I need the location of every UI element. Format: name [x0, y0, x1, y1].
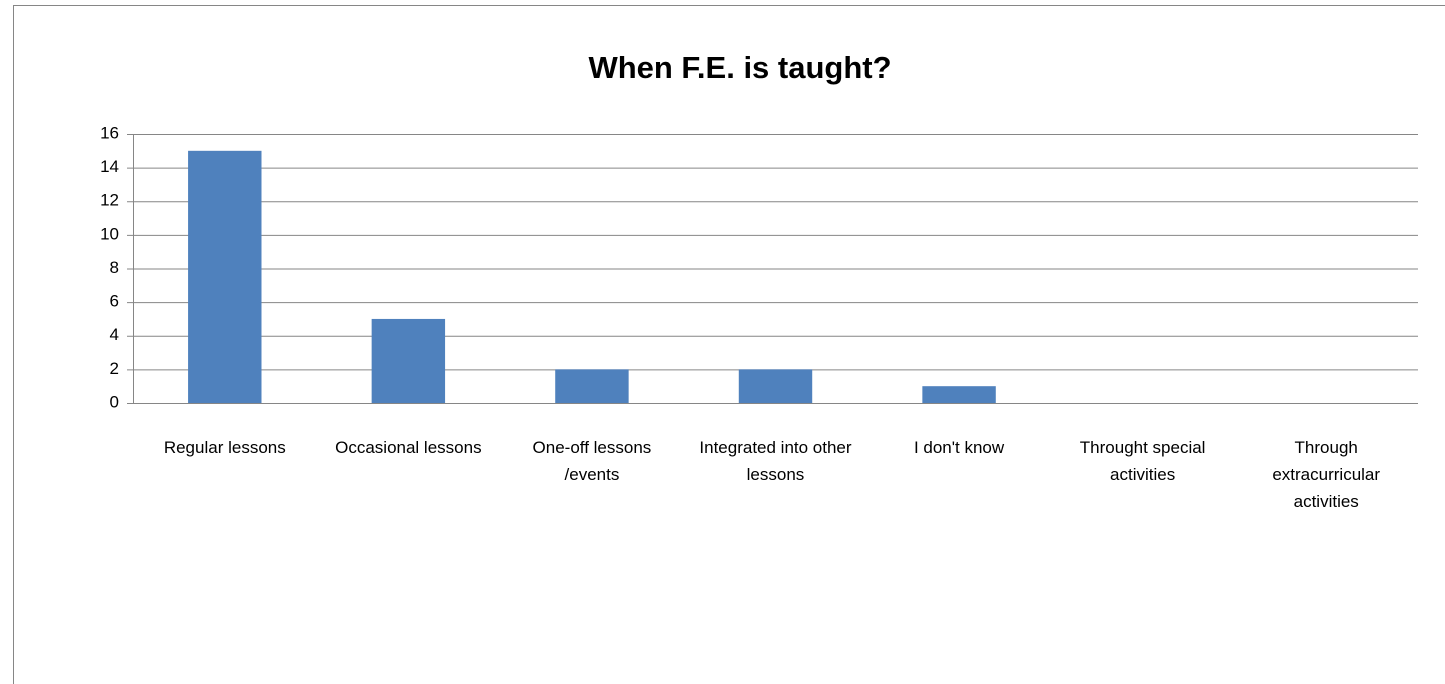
- x-tick-label-box: One-off lessons /events: [532, 438, 652, 484]
- y-tick-label: 16: [100, 123, 119, 142]
- x-tick-label: Through extracurricular activities: [1272, 438, 1381, 511]
- x-tick-label: One-off lessons /events: [532, 438, 652, 484]
- x-tick-label-box: Through extracurricular activities: [1272, 438, 1381, 511]
- x-tick-label-box: Throught special activities: [1079, 438, 1206, 484]
- x-tick-label-box: Integrated into other lessons: [699, 438, 852, 484]
- x-tick-label: Occasional lessons: [335, 438, 482, 457]
- x-tick-label: Integrated into other lessons: [699, 438, 852, 484]
- y-tick-label: 8: [110, 258, 119, 277]
- y-tick-label: 10: [100, 224, 119, 243]
- y-tick-label: 14: [100, 157, 119, 176]
- y-tick-label: 4: [110, 325, 119, 344]
- x-tick-label: Regular lessons: [163, 438, 286, 457]
- y-tick-label: 0: [110, 392, 119, 411]
- x-tick-label-box: Regular lessons: [163, 438, 286, 457]
- y-tick-label: 6: [110, 292, 119, 311]
- bar: [922, 386, 996, 403]
- bar: [555, 369, 629, 403]
- bar: [188, 150, 262, 403]
- bar: [371, 318, 446, 403]
- chart-title: When F.E. is taught?: [588, 50, 891, 85]
- x-tick-label-box: Occasional lessons: [335, 438, 482, 457]
- x-tick-label: I don't know: [913, 438, 1005, 457]
- y-tick-label: 12: [100, 191, 119, 210]
- x-tick-label: Throught special activities: [1079, 438, 1206, 484]
- x-tick-label-box: I don't know: [913, 438, 1005, 457]
- y-tick-label: 2: [110, 359, 119, 378]
- bar: [738, 369, 813, 403]
